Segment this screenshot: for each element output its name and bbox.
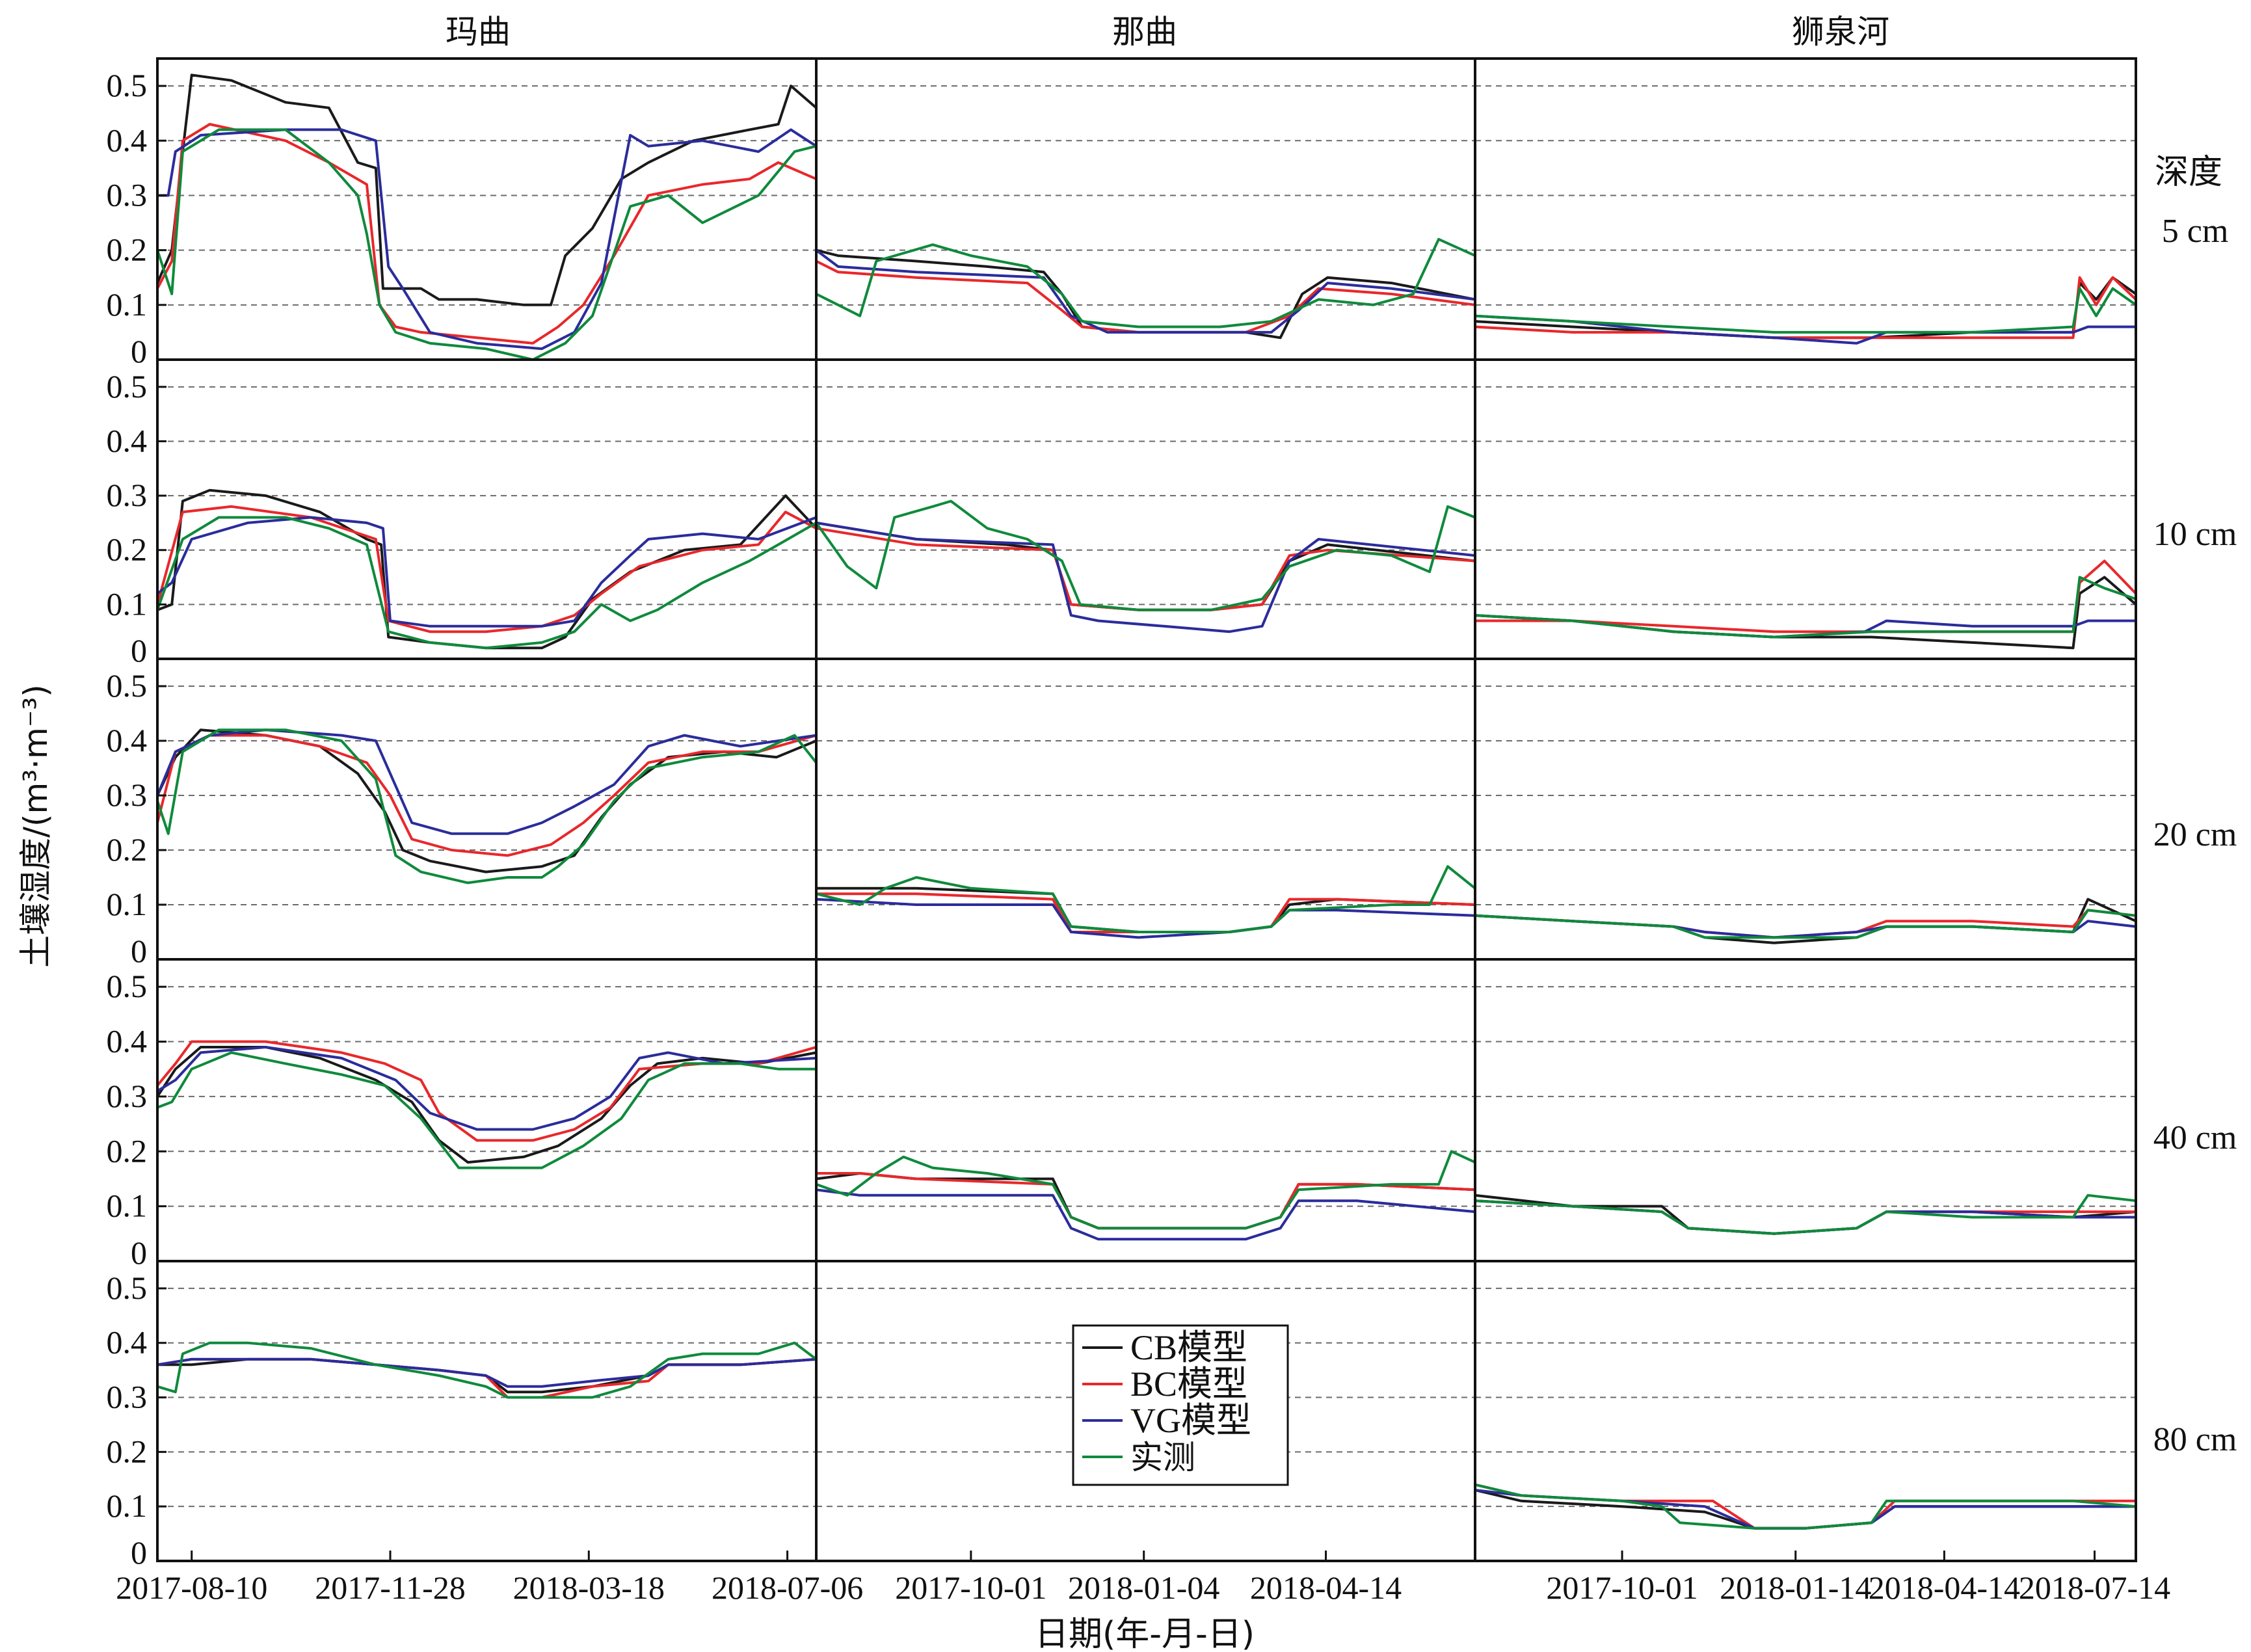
- series-line-obs: [156, 1341, 818, 1399]
- series-line-bc: [1474, 276, 2137, 340]
- x-tick-label: 2018-07-06: [712, 1569, 863, 1606]
- station-titles: 玛曲 那曲 狮泉河: [446, 13, 1889, 51]
- y-tick-label: 0.5: [107, 368, 148, 405]
- x-tick-label: 2018-04-14: [1250, 1569, 1402, 1606]
- x-tick-label: 2018-01-14: [1720, 1569, 1871, 1606]
- y-tick-label: 0.3: [107, 477, 148, 513]
- y-tick-label: 0.5: [107, 1270, 148, 1306]
- y-tick-label: 0.3: [107, 777, 148, 813]
- y-tick-label: 0.3: [107, 176, 148, 213]
- x-tick-label: 2018-07-14: [2019, 1569, 2170, 1606]
- depth-label-5cm: 5 cm: [2162, 213, 2229, 250]
- series-line-obs: [815, 500, 1476, 611]
- y-tick-label: 0: [131, 1234, 147, 1271]
- y-axis-label: 土壤湿度/(m³·m⁻³): [17, 684, 55, 968]
- x-tick-label: 2017-10-01: [895, 1569, 1046, 1606]
- x-tick-label: 2017-08-10: [116, 1569, 267, 1606]
- series-line-vg: [815, 521, 1476, 633]
- x-tick-label: 2018-03-18: [513, 1569, 665, 1606]
- x-tick-label: 2017-11-28: [315, 1569, 465, 1606]
- legend-label-bc: BC模型: [1130, 1365, 1247, 1404]
- y-tick-label: 0: [131, 1534, 147, 1571]
- series-line-vg: [156, 1357, 818, 1388]
- series-line-bc: [156, 505, 818, 633]
- y-tick-label: 0: [131, 333, 147, 369]
- legend-label-obs: 实测: [1130, 1439, 1195, 1476]
- y-tick-label: 0.3: [107, 1078, 148, 1114]
- series-line-vg: [1474, 314, 2137, 345]
- legend: CB模型 BC模型 VG模型 实测: [1072, 1324, 1289, 1486]
- depth-label-20cm: 20 cm: [2153, 816, 2237, 853]
- series-line-vg: [815, 1188, 1476, 1241]
- series-line-obs: [156, 128, 818, 361]
- y-tick-label: 0.4: [107, 122, 148, 158]
- series-line-vg: [156, 128, 818, 351]
- series-line-vg: [815, 248, 1476, 334]
- depth-header: 深度: [2155, 153, 2222, 192]
- y-tick-label: 0.2: [107, 531, 148, 568]
- depth-label-10cm: 10 cm: [2153, 516, 2237, 553]
- y-tick-label: 0.2: [107, 831, 148, 868]
- series-line-obs: [815, 865, 1476, 933]
- x-tick-label: 2018-04-14: [1869, 1569, 2020, 1606]
- series-layer: [156, 73, 2137, 1530]
- y-tick-label: 0.5: [107, 968, 148, 1004]
- grid-layer: [157, 85, 2136, 1508]
- series-line-obs: [156, 1051, 818, 1169]
- tick-layer: 00.10.20.30.40.500.10.20.30.40.500.10.20…: [107, 67, 2171, 1606]
- y-tick-label: 0.1: [107, 1487, 148, 1524]
- y-tick-label: 0: [131, 933, 147, 969]
- series-line-obs: [815, 1150, 1476, 1230]
- series-line-obs: [156, 728, 818, 885]
- y-tick-label: 0.2: [107, 1433, 148, 1469]
- series-line-vg: [156, 1046, 818, 1131]
- series-line-obs: [156, 516, 818, 650]
- x-tick-label: 2017-10-01: [1546, 1569, 1698, 1606]
- station-title-shiquanhe: 狮泉河: [1792, 13, 1889, 51]
- y-tick-label: 0.5: [107, 667, 148, 704]
- depth-label-80cm: 80 cm: [2153, 1421, 2237, 1458]
- y-tick-label: 0.5: [107, 67, 148, 103]
- y-tick-label: 0.4: [107, 422, 148, 459]
- x-axis-label: 日期(年-月-日): [1035, 1615, 1255, 1652]
- series-line-obs: [815, 237, 1476, 328]
- series-line-obs: [1474, 1193, 2137, 1235]
- y-tick-label: 0.1: [107, 1188, 148, 1224]
- y-tick-label: 0.2: [107, 1132, 148, 1169]
- series-line-obs: [1474, 909, 2137, 939]
- y-tick-label: 0.2: [107, 232, 148, 268]
- series-line-bc: [156, 1040, 818, 1142]
- series-line-vg: [156, 516, 818, 628]
- y-tick-label: 0.4: [107, 722, 148, 758]
- station-title-naqu: 那曲: [1112, 13, 1177, 51]
- depth-label-40cm: 40 cm: [2153, 1119, 2237, 1156]
- x-tick-label: 2018-01-04: [1068, 1569, 1219, 1606]
- series-line-obs: [1474, 287, 2137, 334]
- y-tick-label: 0.1: [107, 886, 148, 922]
- series-line-bc: [156, 734, 818, 857]
- y-tick-label: 0.3: [107, 1379, 148, 1415]
- y-tick-label: 0.4: [107, 1324, 148, 1361]
- y-tick-label: 0.1: [107, 286, 148, 323]
- series-line-vg: [156, 728, 818, 835]
- station-title-maqu: 玛曲: [446, 13, 511, 51]
- series-line-obs: [1474, 1483, 2137, 1530]
- legend-label-cb: CB模型: [1130, 1328, 1247, 1367]
- panel-frame: [1474, 1260, 2137, 1562]
- depth-labels: 深度 5 cm 10 cm 20 cm 40 cm 80 cm: [2153, 153, 2237, 1458]
- legend-box: [1072, 1324, 1289, 1486]
- y-tick-label: 0.1: [107, 585, 148, 622]
- legend-label-vg: VG模型: [1130, 1401, 1251, 1440]
- series-line-bc: [156, 123, 818, 345]
- y-tick-label: 0: [131, 632, 147, 669]
- series-line-cb: [156, 1046, 818, 1164]
- y-tick-label: 0.4: [107, 1023, 148, 1059]
- frame-layer: [156, 57, 2137, 1562]
- series-line-obs: [1474, 576, 2137, 639]
